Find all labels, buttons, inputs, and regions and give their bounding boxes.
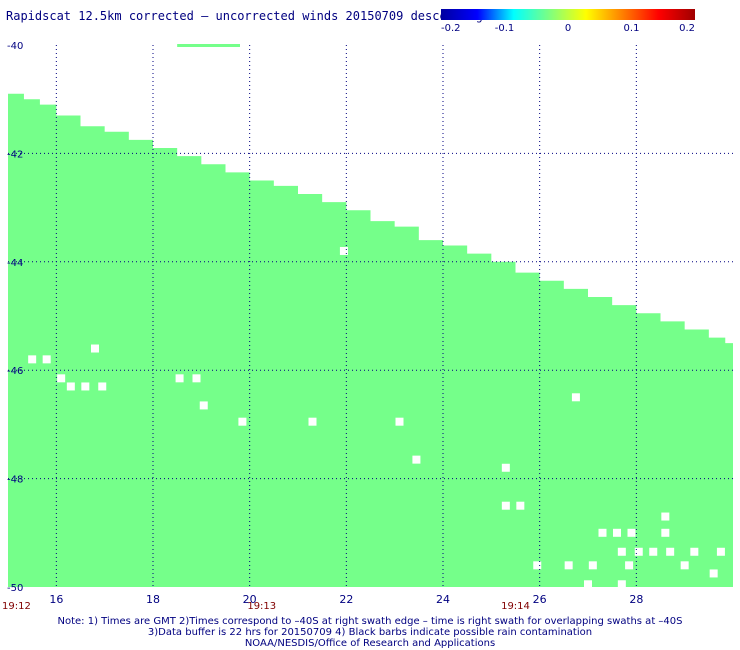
- x-tick-label: 20: [243, 593, 257, 606]
- missing-cell: [412, 455, 421, 464]
- time-label: 19:12: [2, 601, 31, 612]
- missing-cell: [28, 355, 37, 364]
- missing-cell: [617, 547, 626, 556]
- colorbar-tick-label: 0: [565, 23, 571, 34]
- y-tick-label: -46: [7, 366, 23, 377]
- colorbar-gradient: [441, 9, 695, 20]
- missing-cell: [91, 344, 99, 353]
- missing-cell: [680, 561, 689, 570]
- x-tick-label: 16: [49, 593, 63, 606]
- swath-field: [8, 93, 733, 587]
- missing-cell: [634, 547, 643, 556]
- footnote-line-1: Note: 1) Times are GMT 2)Times correspon…: [57, 616, 683, 627]
- missing-cell: [501, 463, 510, 472]
- missing-cell: [716, 547, 725, 556]
- missing-cell: [175, 374, 184, 383]
- colorbar-tick-label: 0.1: [624, 23, 640, 34]
- colorbar-tick-label: 0.2: [679, 23, 695, 34]
- x-tick-label: 24: [436, 593, 450, 606]
- missing-cell: [81, 382, 90, 391]
- footnote-line-2: 3)Data buffer is 22 hrs for 20150709 4) …: [147, 627, 593, 638]
- y-tick-label: -44: [7, 258, 23, 269]
- missing-cell: [207, 49, 215, 58]
- missing-cell: [625, 561, 634, 570]
- missing-cell: [661, 512, 670, 521]
- missing-cell: [238, 417, 247, 426]
- colorbar-tick-label: -0.2: [441, 23, 461, 34]
- missing-cell: [395, 417, 404, 426]
- missing-cell: [627, 528, 636, 537]
- missing-cell: [661, 528, 670, 537]
- missing-cell: [617, 580, 626, 589]
- missing-cell: [308, 417, 317, 426]
- swath-fragment: [177, 44, 240, 47]
- missing-cell: [588, 561, 597, 570]
- footnote-line-3: NOAA/NESDIS/Office of Research and Appli…: [244, 638, 496, 649]
- missing-cell: [649, 547, 658, 556]
- x-tick-label: 22: [339, 593, 353, 606]
- missing-cell: [57, 374, 66, 383]
- missing-cell: [192, 374, 201, 383]
- missing-cell: [709, 569, 718, 578]
- missing-cell: [564, 561, 573, 570]
- missing-cell: [613, 528, 621, 537]
- plot-area: [8, 44, 733, 589]
- missing-cell: [571, 393, 580, 402]
- missing-cell: [516, 501, 525, 510]
- colorbar: -0.2 -0.1 0 0.1 0.2: [441, 9, 695, 34]
- y-tick-label: -48: [7, 475, 23, 486]
- axes: 16 18 20 22 24 26 28 -40 -42 -44 -46 -48 -50 19:12 19:…: [2, 41, 733, 612]
- x-tick-label: 26: [533, 593, 547, 606]
- missing-cell: [226, 49, 235, 58]
- missing-cell: [339, 246, 348, 255]
- missing-cell: [690, 547, 699, 556]
- missing-cell: [66, 382, 75, 391]
- time-label: 19:14: [501, 601, 530, 612]
- missing-cell: [42, 355, 51, 364]
- missing-cell: [584, 580, 592, 589]
- y-tick-label: -40: [7, 41, 23, 52]
- missing-cell: [598, 528, 607, 537]
- y-tick-label: -42: [7, 149, 23, 160]
- missing-cell: [501, 501, 510, 510]
- chart-title: Rapidscat 12.5km corrected – uncorrected…: [6, 9, 483, 23]
- missing-cell: [98, 382, 107, 391]
- x-tick-label: 28: [629, 593, 643, 606]
- missing-cell: [666, 547, 675, 556]
- missing-cell: [533, 561, 542, 570]
- x-tick-label: 18: [146, 593, 160, 606]
- colorbar-tick-label: -0.1: [495, 23, 515, 34]
- y-tick-label: -50: [7, 583, 23, 594]
- missing-cell: [199, 401, 208, 410]
- time-label: 19:13: [247, 601, 276, 612]
